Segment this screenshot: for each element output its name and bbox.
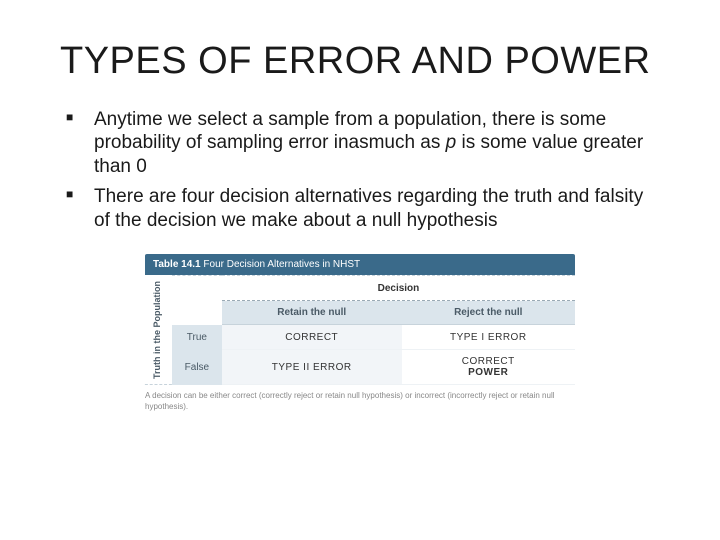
side-label: Truth in the Population bbox=[145, 275, 172, 385]
table-caption: A decision can be either correct (correc… bbox=[145, 391, 575, 412]
col-header-retain: Retain the null bbox=[222, 301, 402, 325]
decision-table: Table 14.1 Four Decision Alternatives in… bbox=[145, 254, 575, 412]
bullet-2: There are four decision alternatives reg… bbox=[60, 185, 660, 233]
table-title-text: Four Decision Alternatives in NHST bbox=[203, 259, 360, 270]
cell-true-reject: TYPE I ERROR bbox=[402, 325, 575, 349]
cell-false-reject-extra: POWER bbox=[410, 367, 567, 378]
bullet-list: Anytime we select a sample from a popula… bbox=[60, 108, 660, 233]
decision-header: Decision bbox=[222, 275, 575, 300]
table-title-bar: Table 14.1 Four Decision Alternatives in… bbox=[145, 254, 575, 275]
cell-false-retain: TYPE II ERROR bbox=[222, 350, 402, 386]
row-label-true: True bbox=[172, 325, 222, 349]
cell-false-reject: CORRECT POWER bbox=[402, 350, 575, 386]
col-header-reject: Reject the null bbox=[402, 301, 575, 325]
cell-false-reject-main: CORRECT bbox=[462, 356, 515, 367]
bullet-1-italic: p bbox=[446, 132, 457, 153]
cell-true-retain: CORRECT bbox=[222, 325, 402, 349]
row-label-false: False bbox=[172, 350, 222, 386]
page-title: TYPES OF ERROR AND POWER bbox=[60, 40, 660, 84]
table-number: Table 14.1 bbox=[153, 259, 201, 270]
bullet-1: Anytime we select a sample from a popula… bbox=[60, 108, 660, 179]
